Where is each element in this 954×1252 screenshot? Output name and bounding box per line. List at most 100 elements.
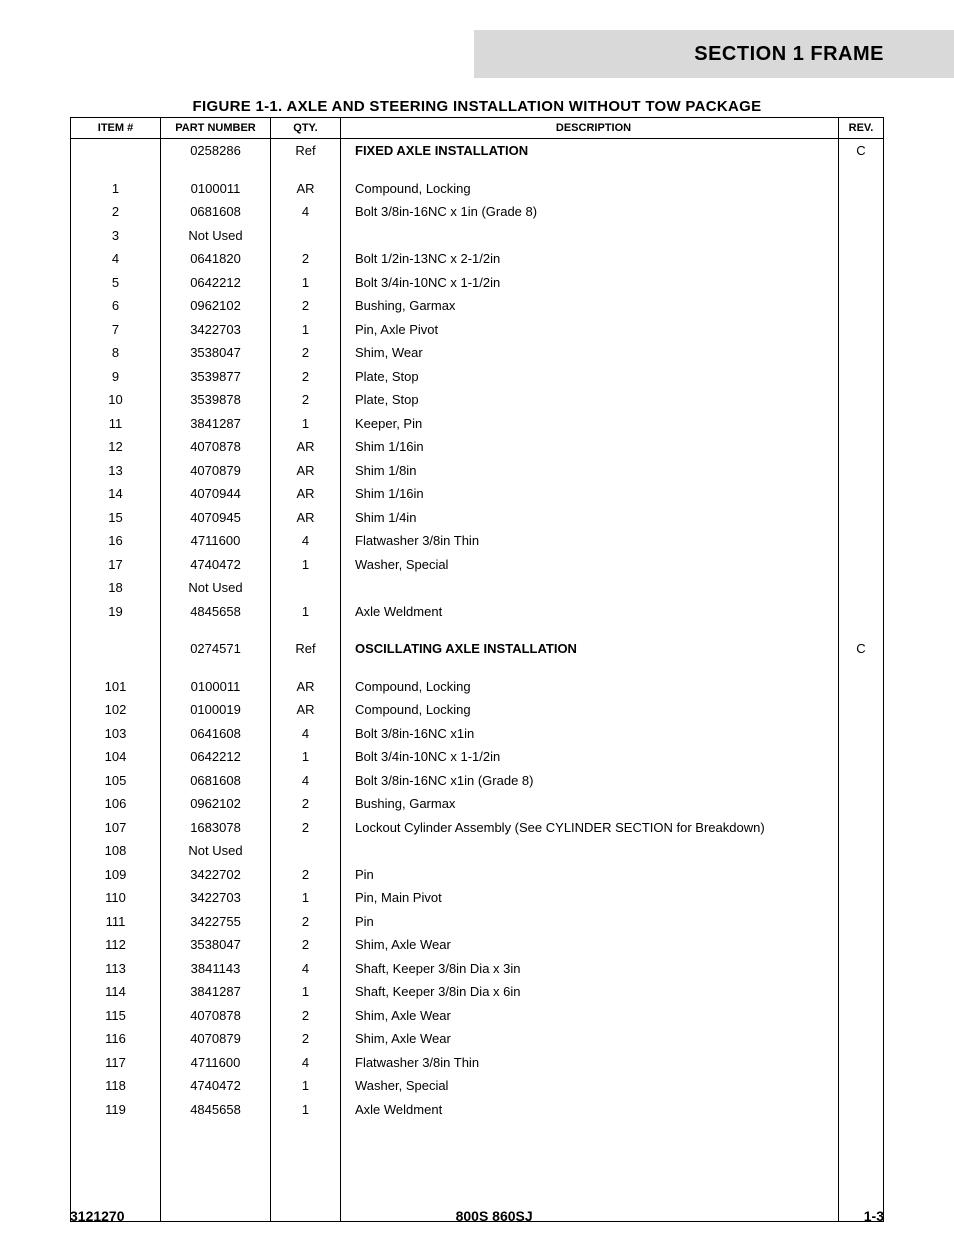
cell-qty: 1 [271, 1098, 341, 1122]
cell-desc: Shim, Axle Wear [341, 1027, 839, 1051]
table-row: 3Not Used [71, 224, 884, 248]
cell-rev: C [839, 637, 884, 661]
section-title: SECTION 1 FRAME [694, 43, 884, 66]
cell-item: 108 [71, 839, 161, 863]
cell-desc: Shim 1/16in [341, 482, 839, 506]
cell-qty: 1 [271, 745, 341, 769]
cell-part: 3538047 [161, 341, 271, 365]
table-row: 10306416084Bolt 3/8in-16NC x1in [71, 722, 884, 746]
cell-item: 119 [71, 1098, 161, 1122]
cell-qty: 2 [271, 1004, 341, 1028]
cell-item: 8 [71, 341, 161, 365]
cell-rev [839, 839, 884, 863]
col-header-desc: DESCRIPTION [341, 118, 839, 139]
cell-rev [839, 365, 884, 389]
footer-left: 3121270 [70, 1208, 125, 1224]
cell-rev [839, 318, 884, 342]
cell-rev [839, 459, 884, 483]
cell-part: 0641608 [161, 722, 271, 746]
cell-item [71, 139, 161, 163]
cell-part: 4070945 [161, 506, 271, 530]
cell-part: 3841287 [161, 980, 271, 1004]
table-row: 11438412871Shaft, Keeper 3/8in Dia x 6in [71, 980, 884, 1004]
table-row: 18Not Used [71, 576, 884, 600]
cell-qty: 4 [271, 769, 341, 793]
cell-desc: Plate, Stop [341, 388, 839, 412]
cell-part: 3538047 [161, 933, 271, 957]
cell-item: 102 [71, 698, 161, 722]
cell-qty: 1 [271, 412, 341, 436]
cell-item: 13 [71, 459, 161, 483]
cell-desc: Bolt 1/2in-13NC x 2-1/2in [341, 247, 839, 271]
cell-desc: Bolt 3/4in-10NC x 1-1/2in [341, 745, 839, 769]
cell-desc: Pin, Main Pivot [341, 886, 839, 910]
table-head: ITEM # PART NUMBER QTY. DESCRIPTION REV. [71, 118, 884, 139]
cell-part: 4070879 [161, 1027, 271, 1051]
cell-part: 3422755 [161, 910, 271, 934]
cell-rev [839, 792, 884, 816]
cell-item: 115 [71, 1004, 161, 1028]
table-row: 134070879ARShim 1/8in [71, 459, 884, 483]
cell-part: 0258286 [161, 139, 271, 163]
cell-desc: Shim 1/4in [341, 506, 839, 530]
cell-desc: Shim, Axle Wear [341, 933, 839, 957]
page-footer: 3121270 800S 860SJ 1-3 [70, 1208, 884, 1224]
cell-desc: Bolt 3/4in-10NC x 1-1/2in [341, 271, 839, 295]
cell-rev [839, 1004, 884, 1028]
cell-rev [839, 224, 884, 248]
table-row: 1948456581Axle Weldment [71, 600, 884, 624]
header-left-blank [0, 30, 474, 78]
cell-desc: Lockout Cylinder Assembly (See CYLINDER … [341, 816, 839, 840]
table-row: 206816084Bolt 3/8in-16NC x 1in (Grade 8) [71, 200, 884, 224]
cell-part: 4845658 [161, 1098, 271, 1122]
cell-item: 109 [71, 863, 161, 887]
cell-qty: 2 [271, 933, 341, 957]
table-row: 10609621022Bushing, Garmax [71, 792, 884, 816]
cell-part: 0962102 [161, 294, 271, 318]
cell-qty: AR [271, 506, 341, 530]
cell-qty: 4 [271, 200, 341, 224]
cell-desc: Pin [341, 863, 839, 887]
cell-part: 0642212 [161, 271, 271, 295]
cell-desc: Flatwasher 3/8in Thin [341, 529, 839, 553]
table-row [71, 623, 884, 637]
cell-qty: 1 [271, 1074, 341, 1098]
cell-qty: 1 [271, 318, 341, 342]
cell-part: 4845658 [161, 600, 271, 624]
table-row: 935398772Plate, Stop [71, 365, 884, 389]
cell-rev [839, 529, 884, 553]
cell-item: 3 [71, 224, 161, 248]
cell-part: 3422702 [161, 863, 271, 887]
cell-item: 111 [71, 910, 161, 934]
cell-item: 12 [71, 435, 161, 459]
cell-item: 4 [71, 247, 161, 271]
table-row: 11747116004Flatwasher 3/8in Thin [71, 1051, 884, 1075]
header-right-box: SECTION 1 FRAME [474, 30, 954, 78]
cell-qty: 2 [271, 388, 341, 412]
cell-item: 114 [71, 980, 161, 1004]
cell-part: 4070879 [161, 459, 271, 483]
cell-qty: 2 [271, 910, 341, 934]
cell-rev [839, 910, 884, 934]
cell-rev [839, 675, 884, 699]
cell-desc: Washer, Special [341, 1074, 839, 1098]
cell-rev [839, 816, 884, 840]
cell-item: 10 [71, 388, 161, 412]
cell-item: 16 [71, 529, 161, 553]
cell-rev [839, 247, 884, 271]
col-header-rev: REV. [839, 118, 884, 139]
cell-desc: Axle Weldment [341, 1098, 839, 1122]
cell-rev [839, 722, 884, 746]
cell-part: Not Used [161, 576, 271, 600]
cell-desc: Pin [341, 910, 839, 934]
cell-part: 0681608 [161, 769, 271, 793]
cell-desc [341, 576, 839, 600]
table-row: 406418202Bolt 1/2in-13NC x 2-1/2in [71, 247, 884, 271]
cell-item: 2 [71, 200, 161, 224]
cell-qty: 1 [271, 886, 341, 910]
cell-rev [839, 1098, 884, 1122]
cell-rev [839, 553, 884, 577]
cell-part: 3539878 [161, 388, 271, 412]
cell-part: 3539877 [161, 365, 271, 389]
cell-rev [839, 769, 884, 793]
